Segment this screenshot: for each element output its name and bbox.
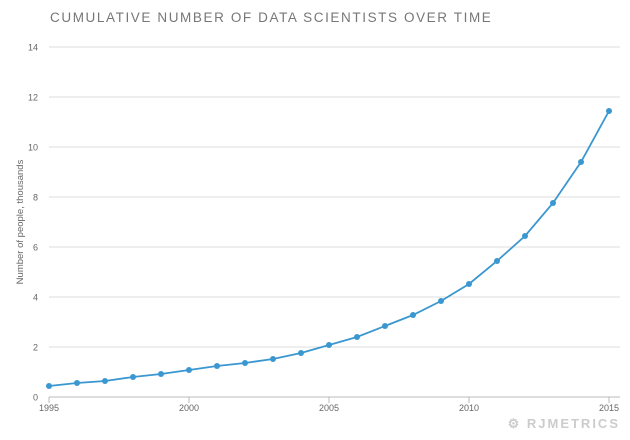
y-tick-label: 4 bbox=[33, 293, 38, 303]
data-point bbox=[158, 371, 164, 377]
data-point bbox=[578, 159, 584, 165]
data-point bbox=[102, 378, 108, 384]
y-axis-label: Number of people, thousands bbox=[15, 159, 26, 284]
data-point bbox=[186, 367, 192, 373]
data-point bbox=[606, 108, 612, 114]
data-point bbox=[438, 298, 444, 304]
data-point bbox=[214, 363, 220, 369]
x-tick-label: 2000 bbox=[179, 403, 199, 413]
x-tick-label: 2015 bbox=[599, 403, 619, 413]
rjmetrics-logo: ⚙ RJMETRICS bbox=[508, 416, 620, 432]
data-point bbox=[46, 383, 52, 389]
data-point bbox=[494, 258, 500, 264]
logo-text: RJMETRICS bbox=[526, 416, 620, 431]
y-tick-label: 0 bbox=[33, 393, 38, 403]
data-point bbox=[270, 356, 276, 362]
data-point bbox=[550, 200, 556, 206]
data-point bbox=[382, 323, 388, 329]
data-point bbox=[74, 380, 80, 386]
data-point bbox=[130, 374, 136, 380]
data-point bbox=[522, 233, 528, 239]
logo-icon: ⚙ bbox=[507, 416, 527, 431]
y-tick-label: 6 bbox=[33, 243, 38, 253]
chart-title: CUMULATIVE NUMBER OF DATA SCIENTISTS OVE… bbox=[50, 10, 493, 25]
x-tick-label: 1995 bbox=[39, 403, 59, 413]
data-point bbox=[298, 350, 304, 356]
x-tick-label: 2005 bbox=[319, 403, 339, 413]
data-point bbox=[354, 334, 360, 340]
y-tick-label: 14 bbox=[28, 43, 38, 53]
y-tick-label: 2 bbox=[33, 343, 38, 353]
y-tick-label: 10 bbox=[28, 143, 38, 153]
data-point bbox=[410, 312, 416, 318]
x-tick-label: 2010 bbox=[459, 403, 479, 413]
y-tick-label: 8 bbox=[33, 193, 38, 203]
data-point bbox=[326, 342, 332, 348]
data-point bbox=[242, 360, 248, 366]
y-tick-label: 12 bbox=[28, 93, 38, 103]
data-point bbox=[466, 281, 472, 287]
